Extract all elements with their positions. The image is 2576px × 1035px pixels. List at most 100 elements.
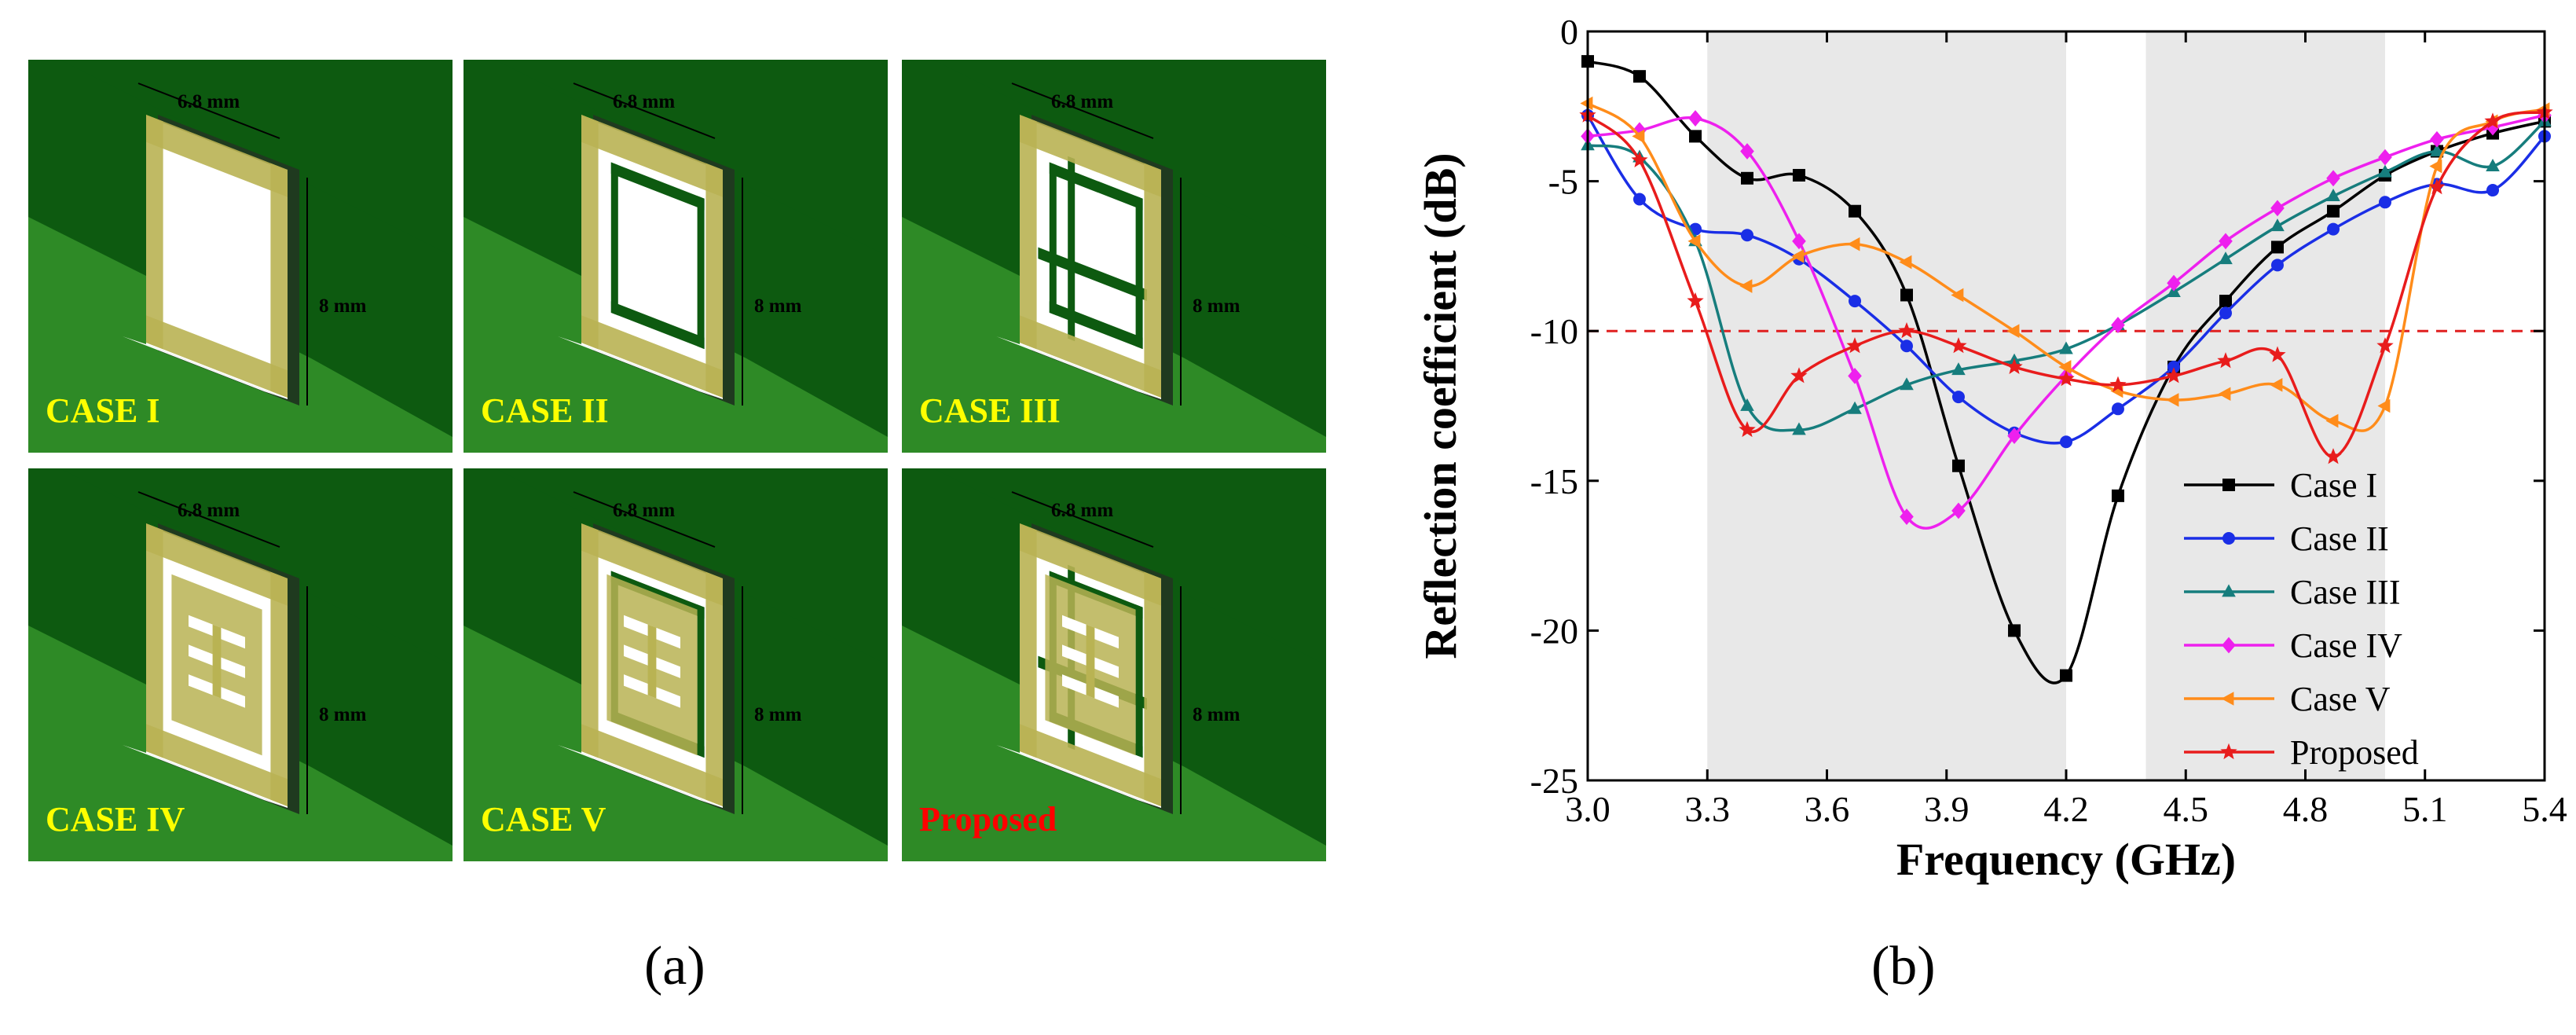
data-point — [1740, 398, 1754, 411]
height-dimension-label: 8 mm — [319, 295, 367, 317]
patch-ring — [705, 571, 723, 806]
legend-label: Proposed — [2290, 733, 2419, 772]
data-point — [1631, 151, 1648, 167]
height-dimension-label: 8 mm — [754, 704, 802, 725]
legend-label: Case III — [2290, 573, 2401, 611]
data-point — [2109, 376, 2127, 392]
data-point — [2376, 337, 2394, 354]
data-point — [2429, 159, 2442, 174]
back-ring — [1135, 604, 1143, 758]
case-label: CASE IV — [46, 800, 185, 839]
legend-item: Case IV — [2184, 626, 2402, 665]
data-point — [2219, 233, 2233, 250]
patch-ring — [1020, 523, 1037, 758]
data-point — [1900, 377, 1914, 391]
antenna-illustration — [464, 60, 888, 453]
data-point — [2486, 184, 2500, 197]
board-foot — [996, 745, 1161, 808]
width-dimension-line — [137, 491, 280, 548]
board-foot — [558, 336, 723, 399]
antenna-illustration — [902, 468, 1326, 861]
data-point — [1900, 339, 1913, 353]
case-label: Proposed — [919, 800, 1057, 839]
panel-b-caption: (b) — [1871, 936, 1936, 996]
data-point — [2060, 669, 2072, 682]
x-tick-label: 4.2 — [2043, 789, 2089, 829]
x-axis-label: Frequency (GHz) — [1896, 834, 2236, 885]
data-point — [2270, 240, 2284, 254]
data-point — [2325, 448, 2342, 464]
data-point — [2270, 378, 2283, 392]
data-point — [1898, 322, 1915, 339]
legend-item: Case II — [2184, 519, 2389, 558]
data-point — [2325, 413, 2339, 428]
back-ring — [1135, 196, 1143, 350]
data-point — [1951, 459, 1965, 472]
case-tile: 6.8 mm 8 mm CASE IV — [28, 468, 453, 861]
data-point — [1739, 279, 1753, 293]
panel-a-caption: (a) — [644, 936, 705, 996]
case-tile: 6.8 mm 8 mm CASE III — [902, 60, 1326, 453]
data-point — [2486, 158, 2500, 171]
height-dimension-label: 8 mm — [319, 704, 367, 725]
data-point — [1688, 110, 1702, 127]
series-line — [1587, 60, 2545, 684]
x-tick-label: 3.9 — [1924, 789, 1970, 829]
patch-ring — [1020, 724, 1161, 806]
data-point — [2218, 387, 2231, 402]
data-point — [2167, 274, 2181, 292]
data-point — [2484, 112, 2501, 129]
width-dimension-label: 6.8 mm — [1051, 91, 1114, 112]
patch-ring — [581, 315, 723, 398]
series-line — [1587, 101, 2545, 432]
data-point — [2217, 352, 2234, 369]
board-foot — [996, 336, 1161, 399]
patch-ring — [581, 523, 723, 606]
height-dimension-label: 8 mm — [754, 295, 802, 317]
data-point — [1790, 367, 1808, 384]
data-point — [2166, 393, 2179, 407]
case-label: CASE I — [46, 391, 160, 430]
patch-bar — [647, 624, 657, 699]
data-point — [2430, 130, 2444, 148]
data-point — [1792, 168, 1805, 182]
data-point — [1689, 130, 1702, 143]
series-line — [1587, 113, 2545, 530]
x-tick-label: 4.5 — [2164, 789, 2209, 829]
data-point — [2222, 584, 2236, 597]
data-point — [1687, 234, 1701, 248]
data-point — [1951, 391, 1965, 404]
patch-ring — [1144, 571, 1161, 806]
patch-ring — [270, 571, 288, 806]
data-point — [2377, 398, 2391, 413]
case-label: CASE II — [481, 391, 609, 430]
data-point — [1632, 193, 1646, 206]
x-tick-label: 3.6 — [1805, 789, 1850, 829]
reflection-chart: 3.0 3.3 3.6 3.9 4.2 4.5 4.8 5.1 5.4 0 -5 -10 -15 -20 -… — [1415, 12, 2567, 885]
patch-ring — [581, 115, 723, 197]
height-dimension-label: 8 mm — [1193, 704, 1240, 725]
data-point — [1849, 295, 1862, 308]
legend-item: Case I — [2184, 466, 2377, 505]
data-point — [2111, 489, 2124, 502]
panel-a: 6.8 mm 8 mm CASE I 6.8 mm 8 mm CASE II 6.8 mm 8… — [28, 60, 1326, 996]
width-dimension-label: 6.8 mm — [613, 91, 676, 112]
case-tile: 6.8 mm 8 mm CASE V — [464, 468, 888, 861]
patch-ring — [270, 163, 288, 398]
data-point — [2219, 295, 2232, 308]
data-point — [2219, 251, 2233, 265]
width-dimension-line — [1011, 83, 1154, 139]
data-point — [2221, 692, 2234, 706]
data-point — [1846, 337, 1863, 354]
antenna-illustration — [28, 60, 453, 453]
legend: Case I Case II Case III Case IV Case V Propos… — [2184, 466, 2419, 772]
y-tick-label: -10 — [1530, 311, 1578, 351]
shaded-band — [2145, 31, 2385, 780]
width-dimension-line — [137, 83, 280, 139]
y-tick-label: -25 — [1530, 761, 1578, 801]
data-point — [2220, 743, 2237, 760]
data-point — [1951, 362, 1966, 376]
shaded-band — [1707, 31, 2066, 780]
patch-ring — [581, 115, 599, 350]
legend-label: Case V — [2290, 680, 2391, 718]
